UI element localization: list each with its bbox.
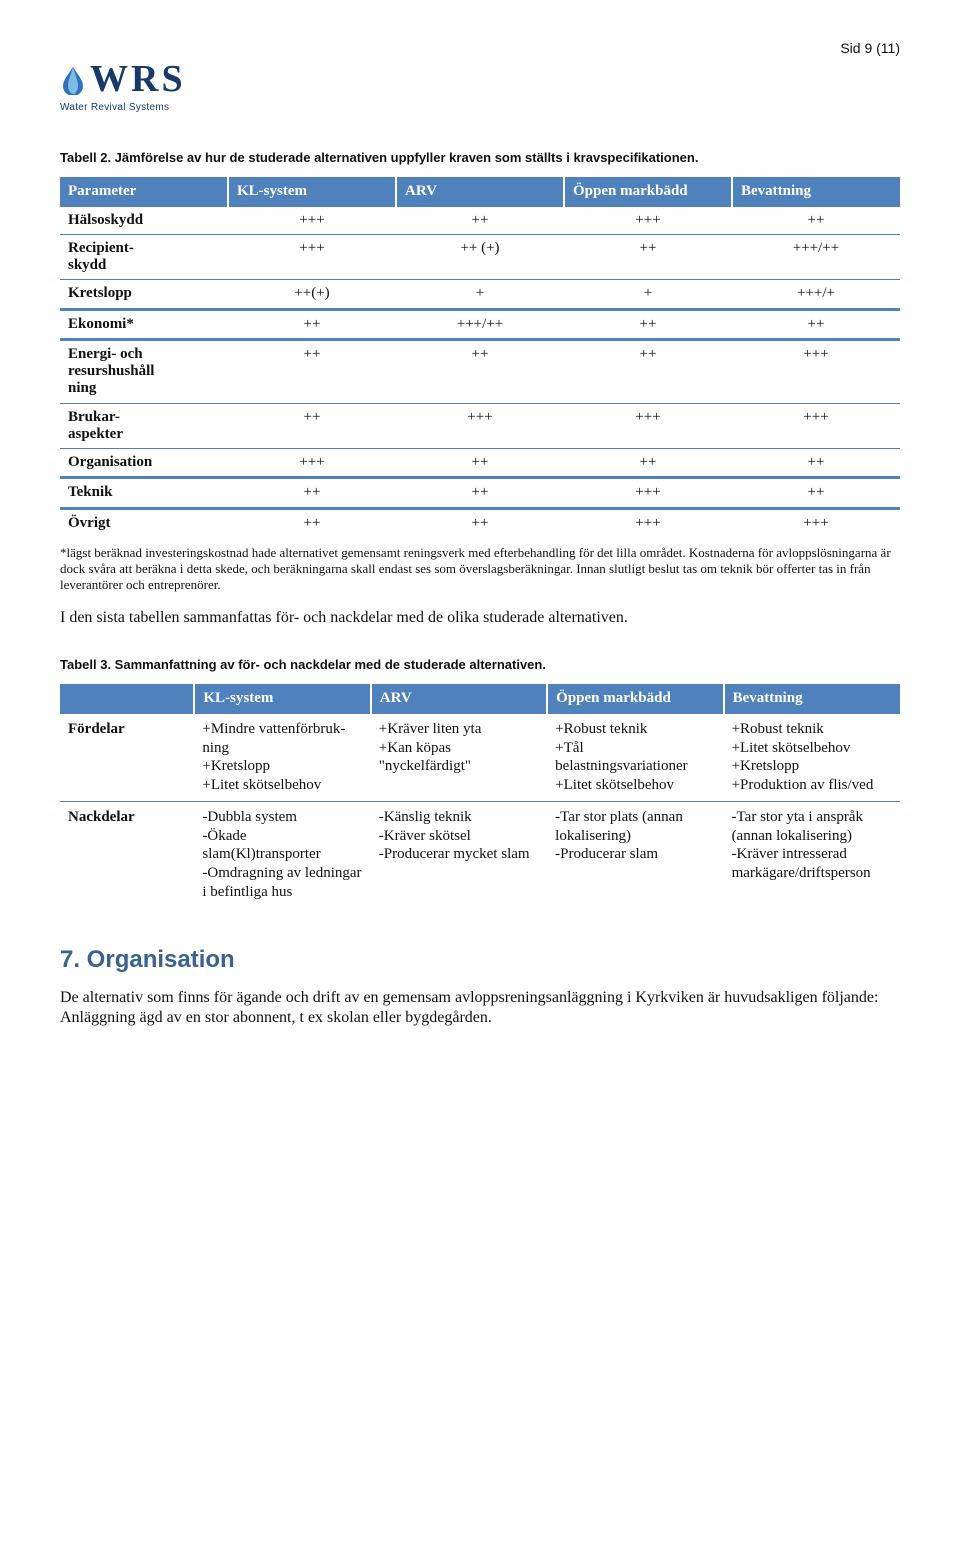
- t1-cell: +: [396, 280, 564, 309]
- t1-cell: ++: [564, 339, 732, 403]
- t2-header: [60, 684, 194, 714]
- t1-cell: ++(+): [228, 280, 396, 309]
- t1-row-label: Organisation: [60, 449, 228, 478]
- t1-header: Parameter: [60, 177, 228, 207]
- t1-cell: ++: [228, 403, 396, 449]
- t1-row-label: Ekonomi*: [60, 309, 228, 339]
- t1-cell: ++: [228, 339, 396, 403]
- t2-cell: -Tar stor yta i anspråk (annan lokaliser…: [724, 801, 900, 907]
- t2-header: KL-system: [194, 684, 370, 714]
- t1-cell: ++: [732, 206, 900, 234]
- t1-cell: ++: [564, 449, 732, 478]
- t2-cell: +Mindre vattenförbruk-ning +Kretslopp +L…: [194, 713, 370, 801]
- t1-cell: +++: [564, 206, 732, 234]
- t1-cell: +++: [228, 449, 396, 478]
- t1-row-label: Teknik: [60, 478, 228, 508]
- t1-cell: +++: [732, 508, 900, 537]
- t1-header: KL-system: [228, 177, 396, 207]
- t1-cell: ++: [228, 478, 396, 508]
- t1-cell: +++: [564, 478, 732, 508]
- t1-cell: ++: [228, 508, 396, 537]
- table1-caption: Tabell 2. Jämförelse av hur de studerade…: [60, 149, 900, 167]
- t1-cell: ++: [564, 234, 732, 280]
- t1-cell: ++: [564, 309, 732, 339]
- t1-header: Bevattning: [732, 177, 900, 207]
- page-number: Sid 9 (11): [60, 40, 900, 56]
- t1-cell: +++/+: [732, 280, 900, 309]
- t1-cell: +++: [564, 403, 732, 449]
- t1-cell: ++: [228, 309, 396, 339]
- t1-cell: ++: [396, 508, 564, 537]
- t1-row-label: Kretslopp: [60, 280, 228, 309]
- t2-row-label: Fördelar: [60, 713, 194, 801]
- t1-cell: ++: [396, 449, 564, 478]
- t1-cell: +++: [732, 403, 900, 449]
- t2-header: Bevattning: [724, 684, 900, 714]
- logo: WRS Water Revival Systems: [60, 62, 900, 113]
- t1-cell: ++ (+): [396, 234, 564, 280]
- t1-cell: ++: [732, 478, 900, 508]
- t1-row-label: Recipient- skydd: [60, 234, 228, 280]
- t1-row-label: Brukar- aspekter: [60, 403, 228, 449]
- t1-row-label: Övrigt: [60, 508, 228, 537]
- t1-row-label: Hälsoskydd: [60, 206, 228, 234]
- t2-header: Öppen markbädd: [547, 684, 723, 714]
- t1-cell: +++: [228, 206, 396, 234]
- t2-cell: +Kräver liten yta +Kan köpas "nyckelfärd…: [371, 713, 547, 801]
- t2-header: ARV: [371, 684, 547, 714]
- t1-cell: ++: [732, 309, 900, 339]
- logo-acronym: WRS: [90, 58, 186, 100]
- t1-cell: ++: [396, 206, 564, 234]
- t1-cell: +++: [396, 403, 564, 449]
- t1-cell: ++: [396, 478, 564, 508]
- t1-cell: +++/++: [732, 234, 900, 280]
- t1-header: ARV: [396, 177, 564, 207]
- table1-footnote: *lägst beräknad investeringskostnad hade…: [60, 545, 900, 594]
- t2-cell: -Dubbla system -Ökade slam(Kl)transporte…: [194, 801, 370, 907]
- t1-cell: +++: [564, 508, 732, 537]
- pros-cons-table: KL-systemARVÖppen markbäddBevattning För…: [60, 684, 900, 908]
- comparison-table: ParameterKL-systemARVÖppen markbäddBevat…: [60, 177, 900, 537]
- t1-cell: +++: [732, 339, 900, 403]
- t2-cell: +Robust teknik +Tål belastningsvariation…: [547, 713, 723, 801]
- t2-row-label: Nackdelar: [60, 801, 194, 907]
- t2-cell: -Tar stor plats (annan lokalisering) -Pr…: [547, 801, 723, 907]
- t2-cell: -Känslig teknik -Kräver skötsel -Produce…: [371, 801, 547, 907]
- t1-cell: +++/++: [396, 309, 564, 339]
- water-drop-icon: [60, 65, 86, 100]
- t2-cell: +Robust teknik +Litet skötselbehov +Kret…: [724, 713, 900, 801]
- t1-cell: ++: [396, 339, 564, 403]
- t1-cell: ++: [732, 449, 900, 478]
- table2-caption: Tabell 3. Sammanfattning av för- och nac…: [60, 656, 900, 674]
- body-text-2: De alternativ som finns för ägande och d…: [60, 988, 900, 1030]
- section-heading: 7. Organisation: [60, 946, 900, 974]
- t1-header: Öppen markbädd: [564, 177, 732, 207]
- t1-cell: +++: [228, 234, 396, 280]
- t1-cell: +: [564, 280, 732, 309]
- logo-subtitle: Water Revival Systems: [60, 102, 900, 113]
- t1-row-label: Energi- och resurshushåll ning: [60, 339, 228, 403]
- body-text-1: I den sista tabellen sammanfattas för- o…: [60, 608, 900, 629]
